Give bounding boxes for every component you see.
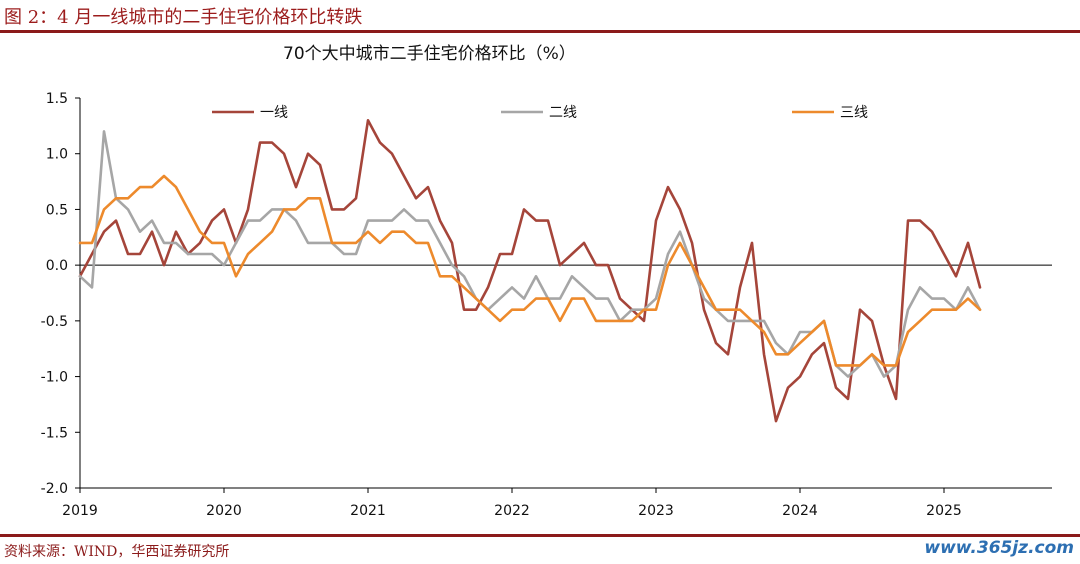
y-tick-label: 0.5 (46, 202, 68, 218)
axes: 1.5 1.0 0.5 0.0 -0.5 -1.0 -1.5 -2.0 2019 2020 2021… (41, 91, 1052, 519)
x-tick-label: 2025 (926, 503, 962, 519)
x-tick-label: 2021 (350, 503, 386, 519)
chart-title: 70个大中城市二手住宅价格环比（%） (283, 44, 576, 64)
legend: 一线 二线 三线 (212, 105, 868, 121)
y-tick-label: -2.0 (41, 481, 68, 497)
y-tick-label: 1.0 (46, 147, 68, 163)
series-line-tier3 (78, 174, 982, 367)
y-tick-label: -0.5 (41, 314, 68, 330)
figure-title: 图 2：4 月一线城市的二手住宅价格环比转跌 (4, 7, 363, 28)
x-tick-label: 2023 (638, 503, 674, 519)
line-chart: 1.5 1.0 0.5 0.0 -0.5 -1.0 -1.5 -2.0 2019 2020 2021… (41, 91, 1052, 519)
legend-label-tier1: 一线 (260, 105, 288, 121)
x-tick-label: 2022 (494, 503, 530, 519)
series-lines (78, 119, 982, 423)
series-line-tier2 (78, 130, 982, 378)
y-tick-label: 0.0 (46, 258, 68, 274)
top-rule (0, 30, 1080, 33)
watermark: www.365jz.com (924, 538, 1074, 558)
y-tick-label: -1.5 (41, 425, 68, 441)
y-tick-label: -1.0 (41, 370, 68, 386)
source-note: 资料来源：WIND，华西证券研究所 (4, 544, 230, 560)
legend-label-tier2: 二线 (549, 105, 577, 121)
x-tick-label: 2019 (62, 503, 98, 519)
bottom-rule (0, 534, 1080, 537)
series-line-tier1 (78, 119, 982, 423)
y-tick-label: 1.5 (46, 91, 68, 107)
legend-label-tier3: 三线 (840, 105, 868, 121)
x-tick-label: 2020 (206, 503, 242, 519)
x-tick-label: 2024 (782, 503, 818, 519)
